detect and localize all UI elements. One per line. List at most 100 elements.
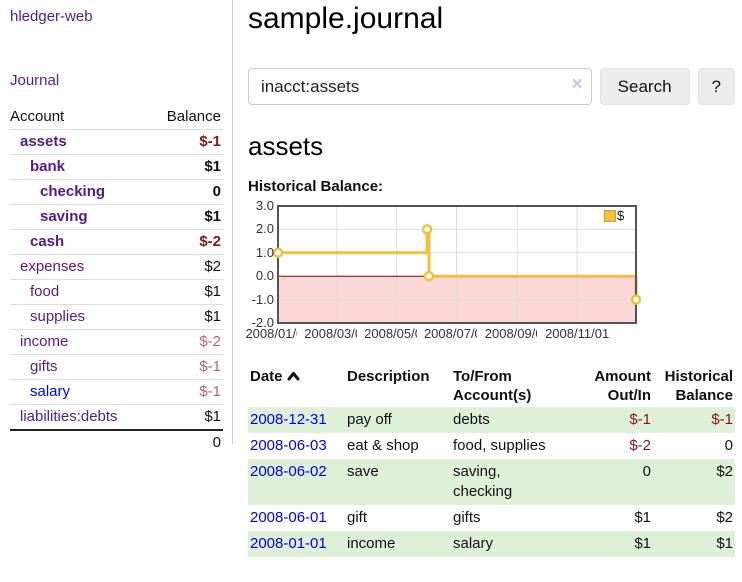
accounts-column-header: To/From Account(s): [453, 368, 532, 404]
account-balance: $-1: [149, 354, 223, 380]
transaction-balance: $1: [716, 535, 733, 552]
account-row: cash $-2: [10, 229, 223, 255]
account-balance: $1: [149, 154, 223, 180]
y-axis-tick: 3.0: [255, 198, 274, 213]
amount-column-header: Amount Out/In: [594, 368, 651, 404]
account-row: salary $-1: [10, 379, 223, 405]
account-column-header: Account: [10, 108, 65, 125]
account-row: income $-2: [10, 329, 223, 355]
clear-search-icon[interactable]: ×: [571, 74, 583, 95]
account-link[interactable]: saving: [40, 208, 88, 225]
transaction-balance: $2: [716, 509, 733, 526]
balance-chart-canvas: [272, 205, 642, 324]
account-row: expenses $2: [10, 254, 223, 280]
total-spacer: [10, 429, 150, 455]
account-balance: $1: [149, 304, 223, 330]
chart-title: Historical Balance:: [248, 178, 384, 195]
register-row: 2008-12-31 pay off debts $-1 $-1: [248, 407, 735, 433]
transaction-balance: 0: [724, 437, 733, 454]
account-link[interactable]: expenses: [20, 258, 85, 275]
transaction-amount: $1: [634, 509, 651, 526]
transaction-date-link[interactable]: 2008-12-31: [250, 411, 327, 428]
chart-legend: $: [604, 208, 624, 223]
account-row: assets $-1: [10, 129, 223, 155]
balance-column-header: Balance: [166, 108, 221, 125]
account-balance: $-2: [149, 329, 223, 355]
account-link[interactable]: bank: [30, 158, 66, 175]
y-axis-tick: -1.0: [251, 291, 274, 307]
search-button[interactable]: Search: [599, 68, 690, 105]
account-row: gifts $-1: [10, 354, 223, 380]
account-row: checking 0: [10, 179, 223, 205]
account-balance: $1: [149, 279, 223, 305]
search-input[interactable]: [248, 68, 592, 105]
transaction-description: save: [347, 463, 379, 480]
accounts-total-row: 0: [10, 429, 223, 455]
legend-swatch-icon: [604, 209, 616, 222]
y-axis-tick: 0.0: [255, 268, 274, 284]
register-row: 2008-01-01 income salary $1 $1: [248, 531, 735, 557]
register-header-row: Date Description To/From Account(s) Amou…: [248, 365, 735, 407]
transaction-date-link[interactable]: 2008-06-03: [250, 437, 327, 454]
account-row: liabilities:debts $1: [10, 404, 223, 430]
account-link[interactable]: checking: [40, 183, 106, 200]
account-link[interactable]: assets: [20, 133, 67, 150]
transaction-balance: $2: [716, 463, 733, 480]
y-axis-tick: 1.0: [255, 244, 274, 260]
transaction-amount: $1: [634, 535, 651, 552]
account-balance: $1: [149, 404, 223, 430]
account-row: supplies $1: [10, 304, 223, 330]
transaction-amount: $-2: [629, 437, 651, 454]
account-balance: $1: [149, 204, 223, 230]
register-row: 2008-06-03 eat & shop food, supplies $-2…: [248, 433, 735, 459]
account-link[interactable]: gifts: [30, 358, 58, 375]
register-table: Date Description To/From Account(s) Amou…: [248, 365, 735, 557]
accounts-table: Account Balance assets $-1 bank $1 check…: [10, 105, 223, 455]
y-axis-tick: -2.0: [251, 315, 274, 330]
account-balance: $2: [149, 254, 223, 280]
account-link[interactable]: supplies: [30, 308, 86, 325]
account-row: food $1: [10, 279, 223, 305]
sort-ascending-icon: [287, 372, 300, 381]
accounts-table-header: Account Balance: [10, 105, 223, 130]
account-link[interactable]: food: [30, 283, 60, 300]
transaction-date-link[interactable]: 2008-01-01: [250, 535, 327, 552]
account-link[interactable]: salary: [30, 383, 71, 400]
help-button[interactable]: ?: [697, 68, 735, 105]
date-column-header[interactable]: Date: [248, 365, 345, 407]
account-row: bank $1: [10, 154, 223, 180]
main-content: sample.journal × Search ? assets Histori…: [238, 0, 735, 557]
transaction-amount: $-1: [629, 411, 651, 428]
x-axis-tick: 2008/11/01: [537, 327, 618, 341]
account-link[interactable]: liabilities:debts: [20, 408, 118, 425]
balance-column-header: Historical Balance: [664, 368, 733, 404]
legend-label: $: [617, 208, 625, 223]
transaction-description: eat & shop: [347, 437, 419, 454]
transaction-accounts: salary: [453, 535, 494, 552]
register-row: 2008-06-01 gift gifts $1 $2: [248, 505, 735, 531]
transaction-description: gift: [347, 509, 368, 526]
sidebar: hledger-web Journal Account Balance asse…: [0, 0, 233, 455]
account-link[interactable]: income: [20, 333, 69, 350]
transaction-balance: $-1: [711, 411, 733, 428]
account-balance: 0: [149, 179, 223, 205]
page-title: sample.journal: [248, 2, 444, 35]
search-bar: × Search ?: [248, 68, 735, 105]
account-heading: assets: [248, 131, 324, 161]
total-balance: 0: [149, 429, 223, 455]
transaction-accounts: gifts: [453, 509, 481, 526]
historical-balance-chart: $ 3.0 2.0 1.0 0.0 -1.0 -2.0 2008/01/01 2008/03/…: [238, 198, 668, 346]
transaction-accounts: debts: [453, 411, 490, 428]
transaction-date-link[interactable]: 2008-06-01: [250, 509, 327, 526]
x-axis-tick: 2008/07/01: [416, 327, 497, 341]
account-link[interactable]: cash: [30, 233, 65, 250]
app-title-link[interactable]: hledger-web: [10, 8, 93, 25]
transaction-description: income: [347, 535, 396, 552]
sidebar-item-journal[interactable]: Journal: [10, 72, 60, 89]
transaction-accounts: food, supplies: [453, 437, 546, 454]
register-row: 2008-06-02 save saving, checking 0 $2: [248, 459, 735, 505]
transaction-date-link[interactable]: 2008-06-02: [250, 463, 327, 480]
transaction-accounts: saving, checking: [453, 463, 513, 500]
account-balance: $-1: [149, 129, 223, 155]
y-axis-tick: 2.0: [255, 221, 274, 237]
